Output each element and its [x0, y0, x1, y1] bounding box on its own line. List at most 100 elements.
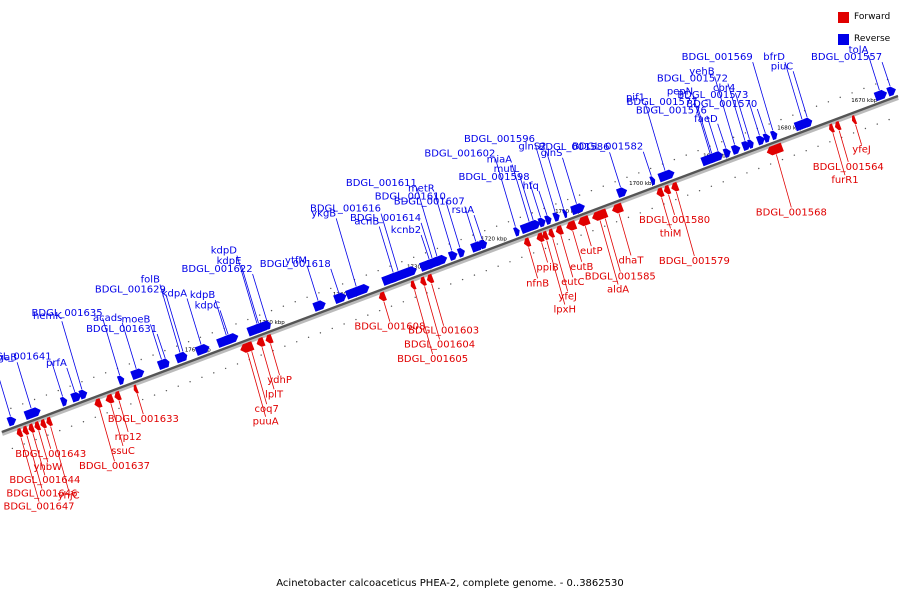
gene-label[interactable]: yhbW [34, 462, 63, 473]
gene-label[interactable]: BDGL_001608 [354, 322, 425, 333]
gene-label[interactable]: hemK [33, 311, 62, 322]
gene-label[interactable]: dhaT [619, 255, 645, 266]
gene-label[interactable]: BDGL_001569 [682, 52, 753, 63]
gene-arrow[interactable] [555, 225, 564, 235]
gene-label[interactable]: acnB [354, 216, 379, 227]
gene-label[interactable]: lplT [265, 389, 284, 400]
gene-arrow[interactable] [615, 187, 628, 198]
gene-label[interactable]: BDGL_001557 [811, 52, 882, 63]
gene-arrow[interactable] [552, 212, 560, 222]
gene-label[interactable]: kdpC [195, 300, 220, 311]
gene-arrow[interactable] [333, 292, 347, 304]
gene-label[interactable]: glnS [541, 148, 563, 159]
gene-label[interactable]: BDGL_001577 [627, 97, 698, 108]
gene-label[interactable]: ytfM [285, 256, 307, 267]
gene-arrow[interactable] [94, 398, 103, 408]
gene-arrow[interactable] [793, 117, 813, 132]
gene-label[interactable]: ydhP [267, 375, 292, 386]
gene-arrow[interactable] [722, 148, 731, 158]
gene-arrow[interactable] [829, 123, 835, 133]
gene-label[interactable]: BDGL_001602 [424, 149, 495, 160]
gene-arrow[interactable] [730, 144, 741, 155]
gene-label[interactable]: furR1 [831, 175, 858, 186]
gene-arrow[interactable] [544, 215, 552, 225]
gene-arrow[interactable] [410, 280, 417, 290]
gene-arrow[interactable] [834, 121, 842, 131]
gene-label[interactable]: yhjC [58, 491, 80, 502]
gene-arrow[interactable] [78, 389, 88, 400]
gene-arrow[interactable] [46, 416, 53, 427]
gene-label[interactable]: BDGL_001647 [3, 502, 74, 513]
gene-label[interactable]: BDGL_001570 [686, 99, 757, 110]
gene-arrow[interactable] [470, 241, 484, 253]
gene-label[interactable]: coq7 [255, 404, 279, 415]
gene-label[interactable]: BDGL_001586 [538, 142, 609, 153]
gene-arrow[interactable] [700, 151, 722, 167]
gene-label[interactable]: kdpD [211, 246, 237, 257]
gene-label[interactable]: pgaB [0, 352, 17, 363]
gene-arrow[interactable] [592, 209, 607, 221]
gene-label[interactable]: faeD [694, 114, 718, 125]
gene-label[interactable]: BDGL_001643 [15, 449, 86, 460]
gene-label[interactable]: eutB [570, 262, 593, 273]
gene-arrow[interactable] [174, 352, 188, 364]
gene-arrow[interactable] [6, 416, 17, 427]
gene-label[interactable]: kdpA [162, 289, 187, 300]
gene-label[interactable]: kdpB [190, 290, 215, 301]
gene-arrow[interactable] [770, 130, 778, 141]
gene-arrow[interactable] [216, 333, 239, 348]
gene-label[interactable]: kcnb2 [391, 225, 421, 236]
gene-arrow[interactable] [886, 86, 896, 97]
gene-label[interactable]: BDGL_001605 [397, 354, 468, 365]
gene-arrow[interactable] [612, 202, 624, 214]
gene-arrow[interactable] [381, 266, 417, 286]
gene-label[interactable]: BDGL_001576 [636, 106, 707, 117]
gene-label[interactable]: BDGL_001629 [95, 284, 166, 295]
gene-arrow[interactable] [156, 359, 169, 371]
gene-arrow[interactable] [133, 384, 139, 394]
gene-arrow[interactable] [114, 390, 122, 401]
gene-label[interactable]: mutL [494, 164, 520, 175]
gene-arrow[interactable] [741, 141, 751, 151]
gene-label[interactable]: BDGL_001633 [108, 414, 179, 425]
gene-arrow[interactable] [456, 247, 465, 258]
gene-arrow[interactable] [265, 333, 274, 344]
gene-arrow[interactable] [22, 425, 30, 436]
gene-arrow[interactable] [105, 393, 115, 404]
gene-arrow[interactable] [671, 181, 680, 192]
gene-arrow[interactable] [656, 187, 665, 198]
gene-label[interactable]: BDGL_001641 [0, 351, 52, 362]
gene-label[interactable]: puuA [253, 417, 279, 428]
gene-arrow[interactable] [130, 368, 145, 381]
gene-label[interactable]: miaA [487, 155, 513, 166]
gene-label[interactable]: eutC [561, 277, 584, 288]
gene-arrow[interactable] [657, 169, 675, 183]
gene-label[interactable]: moeB [122, 314, 151, 325]
gene-label[interactable]: ykgB [311, 208, 336, 219]
gene-label[interactable]: kdpE [217, 256, 242, 267]
gene-label[interactable]: BDGL_001618 [260, 259, 331, 270]
gene-label[interactable]: BDGL_001568 [756, 207, 827, 218]
gene-arrow[interactable] [873, 89, 888, 102]
gene-arrow[interactable] [523, 237, 532, 247]
gene-arrow[interactable] [762, 133, 770, 143]
gene-arrow[interactable] [570, 203, 585, 216]
gene-arrow[interactable] [755, 135, 765, 146]
gene-label[interactable]: BDGL_001637 [79, 461, 150, 472]
gene-label[interactable]: yehB [689, 66, 714, 77]
gene-label[interactable]: BDGL_001635 [32, 308, 103, 319]
gene-label[interactable]: BDGL_001616 [310, 204, 381, 215]
gene-arrow[interactable] [240, 341, 253, 353]
gene-label[interactable]: BDGL_001607 [394, 197, 465, 208]
gene-label[interactable]: yfeJ [852, 145, 871, 156]
gene-label[interactable]: BDGL_001598 [459, 172, 530, 183]
gene-arrow[interactable] [566, 220, 578, 231]
gene-label[interactable]: hfq [523, 181, 539, 192]
gene-label[interactable]: nfnB [526, 278, 549, 289]
gene-arrow[interactable] [40, 418, 48, 429]
gene-label[interactable]: BDGL_001585 [585, 272, 656, 283]
gene-arrow[interactable] [28, 423, 36, 433]
gene-arrow[interactable] [542, 230, 550, 241]
gene-label[interactable]: BDGL_001604 [404, 339, 475, 350]
gene-arrow[interactable] [116, 375, 125, 386]
